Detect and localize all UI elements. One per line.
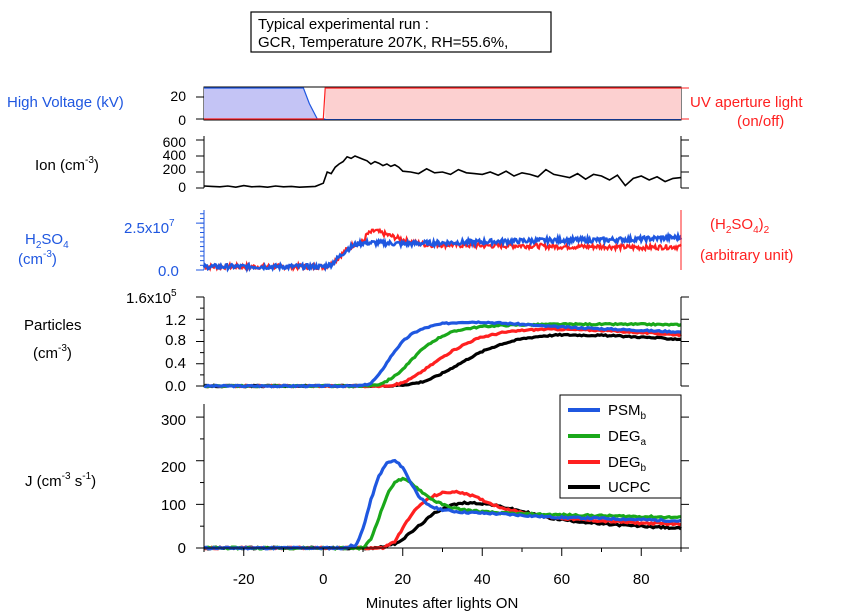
high-voltage-fill [204, 88, 681, 119]
uv-axis-label-line-2: (on/off) [737, 113, 784, 130]
header-line-1: Typical experimental run : [258, 16, 429, 33]
x-tick-label: 80 [633, 571, 650, 588]
hv-tick-0: 0 [178, 112, 186, 128]
legend-box [559, 394, 682, 499]
x-tick-label: -20 [233, 571, 255, 588]
h2so4-axes [196, 210, 682, 271]
header-box [250, 11, 552, 53]
x-tick-label: 60 [553, 571, 570, 588]
h2so4-axis-label-line-2: (cm-3) [18, 249, 57, 268]
particles-tick-0-4: 0.4 [165, 355, 186, 372]
j-panel: 300 200 100 0 J (cm-3 s-1) PSMb DEGa DEG… [25, 394, 689, 557]
ion-series-line [203, 155, 682, 189]
x-tick-label: 40 [474, 571, 491, 588]
ion-tick-0: 0 [178, 179, 186, 195]
legend-psmb-label: PSMb [608, 402, 647, 422]
j-tick-100: 100 [161, 497, 186, 514]
particles-axis-label-line-2: (cm-3) [33, 343, 72, 362]
hv-tick-20: 20 [170, 88, 186, 104]
hv-axis-label: High Voltage (kV) [7, 94, 124, 111]
dimer-axis-label-line-2: (arbitrary unit) [700, 247, 793, 264]
ion-axis-label: Ion (cm-3) [35, 155, 99, 174]
legend-ucpc-label: UCPC [608, 479, 651, 496]
h2so4-panel: 2.5x107 0.0 H2SO4 (cm-3) (H2SO4)2 (arbit… [18, 210, 793, 280]
ion-tick-600: 600 [163, 134, 187, 150]
ion-axes [196, 136, 689, 189]
x-axis-label: Minutes after lights ON [366, 595, 519, 612]
j-tick-0: 0 [178, 540, 186, 557]
x-tick-label: 0 [319, 571, 327, 588]
particles-ucpc-line [203, 332, 682, 389]
particles-axes [196, 296, 689, 387]
particles-tick-0-8: 0.8 [165, 332, 186, 349]
ion-panel: 600 400 200 0 Ion (cm-3) [35, 134, 689, 195]
h2so4-series-line [202, 230, 683, 274]
x-tick-label: 20 [394, 571, 411, 588]
uv-axis-label-line-1: UV aperture light [690, 94, 803, 111]
h2so4-axis-label-line-1: H2SO4 [25, 231, 69, 251]
ion-tick-200: 200 [163, 161, 187, 177]
h2so4-tick-bottom: 0.0 [158, 263, 179, 280]
ion-tick-400: 400 [163, 147, 187, 163]
particles-axis-label-line-1: Particles [24, 317, 82, 334]
j-tick-300: 300 [161, 412, 186, 429]
uv-light-fill [325, 88, 681, 119]
legend-degb-label: DEGb [608, 454, 647, 474]
dimer-axis-label-line-1: (H2SO4)2 [710, 216, 770, 236]
particles-psmb-line [203, 320, 682, 389]
particles-tick-top: 1.6x105 [126, 288, 177, 307]
j-tick-200: 200 [161, 459, 186, 476]
particles-tick-1-2: 1.2 [165, 312, 186, 329]
particles-dega-line [203, 321, 682, 389]
uv-light-line [204, 87, 681, 120]
hv-axis-ticks [196, 87, 689, 120]
j-axis-label: J (cm-3 s-1) [25, 471, 96, 490]
legend-dega-label: DEGa [608, 428, 647, 448]
particles-panel: 1.6x105 1.2 0.8 0.4 0.0 Particles (cm-3) [24, 288, 689, 395]
legend: PSMb DEGa DEGb UCPC [559, 394, 682, 499]
header-line-2: GCR, Temperature 207K, RH=55.6%, [258, 34, 508, 51]
particles-tick-0-0: 0.0 [165, 378, 186, 395]
x-axis: -20 0 20 40 60 80 [203, 547, 682, 588]
hv-panel: 20 0 High Voltage (kV) UV aperture light… [7, 86, 803, 130]
h2so4-tick-top: 2.5x107 [124, 218, 175, 237]
